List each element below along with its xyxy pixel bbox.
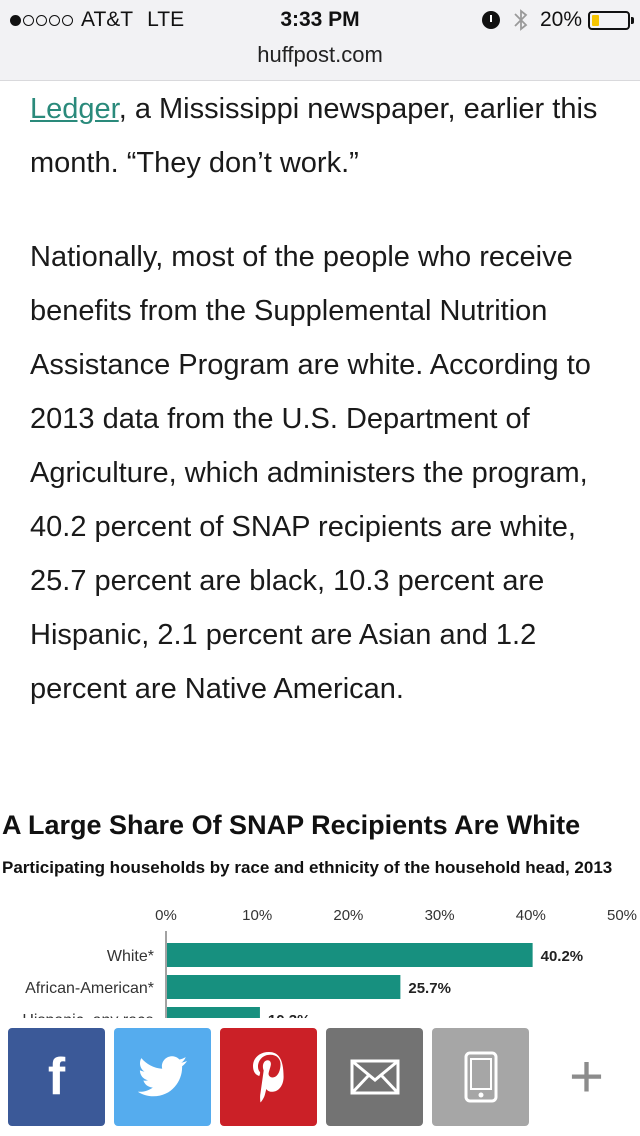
pinterest-share-button[interactable] bbox=[220, 1028, 317, 1126]
status-right: 20% bbox=[481, 8, 634, 32]
status-bar: AT&T LTE 3:33 PM 20% huffpost.com bbox=[0, 0, 640, 81]
twitter-share-button[interactable] bbox=[114, 1028, 211, 1126]
email-share-button[interactable] bbox=[326, 1028, 423, 1126]
bar bbox=[167, 975, 401, 999]
alarm-icon bbox=[481, 11, 500, 29]
envelope-icon bbox=[350, 1059, 399, 1095]
share-bar: f + bbox=[0, 1018, 640, 1136]
chart-title: A Large Share Of SNAP Recipients Are Whi… bbox=[2, 810, 581, 840]
battery-icon bbox=[588, 10, 634, 30]
bar-value-label: 40.2% bbox=[541, 948, 584, 965]
x-tick-label: 50% bbox=[607, 907, 637, 924]
facebook-icon: f bbox=[47, 1048, 66, 1106]
ledger-link[interactable]: Ledger bbox=[30, 93, 119, 125]
article-paragraph: Ledger, a Mississippi newspaper, earlier… bbox=[30, 82, 620, 190]
bar bbox=[167, 943, 533, 967]
x-tick-label: 10% bbox=[242, 907, 272, 924]
category-label: African-American* bbox=[25, 980, 154, 997]
battery-percent: 20% bbox=[539, 8, 582, 31]
x-tick-label: 0% bbox=[155, 907, 177, 924]
carrier-name: AT&T bbox=[81, 8, 134, 31]
article-paragraph: Nationally, most of the people who recei… bbox=[30, 241, 591, 705]
bar-value-label: 25.7% bbox=[408, 980, 451, 997]
x-tick-label: 40% bbox=[516, 907, 546, 924]
category-label: White* bbox=[107, 948, 154, 965]
x-tick-label: 30% bbox=[425, 907, 455, 924]
status-left: AT&T LTE bbox=[10, 8, 184, 32]
article-body: Ledger, a Mississippi newspaper, earlier… bbox=[30, 82, 620, 716]
snap-race-bar-chart: 0% 10% 20% 30% 40% 50% White* 40.2% African-Amer… bbox=[22, 907, 637, 1025]
phone-icon bbox=[464, 1051, 497, 1103]
bluetooth-icon bbox=[514, 9, 528, 31]
x-tick-label: 20% bbox=[333, 907, 363, 924]
twitter-bird-icon bbox=[137, 1056, 187, 1097]
facebook-share-button[interactable]: f bbox=[8, 1028, 105, 1126]
sms-share-button[interactable] bbox=[432, 1028, 529, 1126]
network-type: LTE bbox=[147, 8, 185, 31]
url-domain[interactable]: huffpost.com bbox=[257, 42, 383, 67]
plus-icon: + bbox=[568, 1043, 605, 1110]
more-share-button[interactable]: + bbox=[538, 1028, 635, 1126]
paragraph-text: , a Mississippi newspaper, earlier this … bbox=[30, 93, 598, 179]
status-time: 3:33 PM bbox=[280, 8, 360, 31]
chart-subtitle: Participating households by race and eth… bbox=[2, 858, 613, 877]
pinterest-icon bbox=[252, 1052, 284, 1103]
battery-level bbox=[592, 14, 599, 26]
signal-strength-icon bbox=[10, 14, 73, 26]
